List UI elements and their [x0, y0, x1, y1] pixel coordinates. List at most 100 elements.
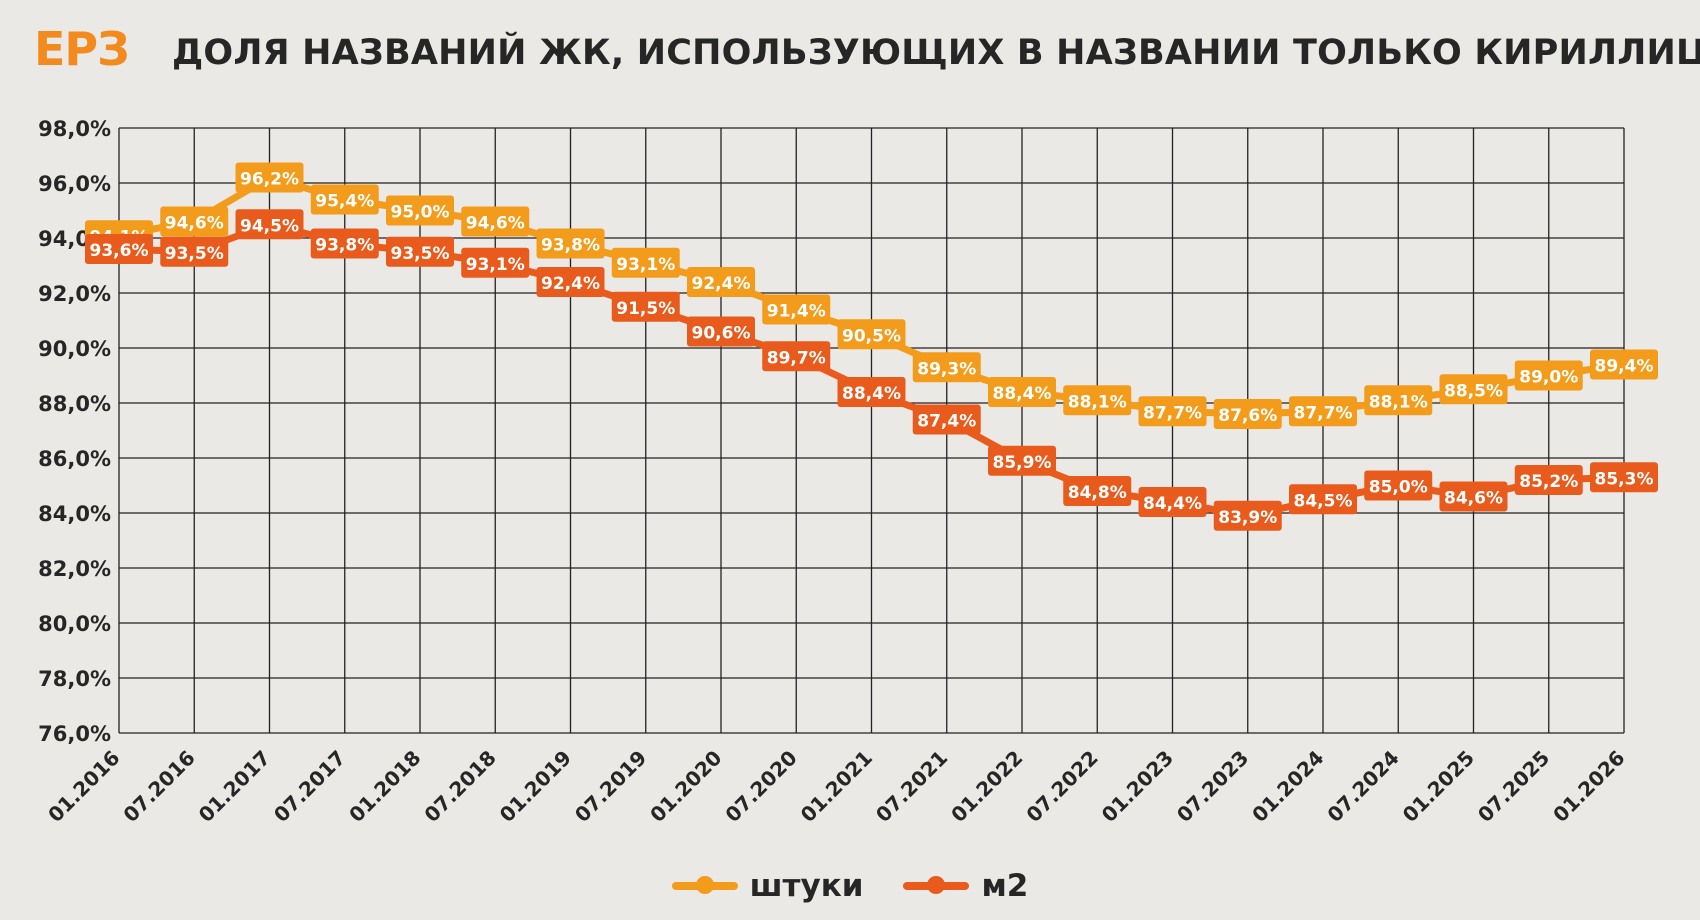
y-tick-label: 88,0% — [38, 392, 111, 416]
data-label: 85,9% — [993, 453, 1052, 473]
data-label: 93,6% — [90, 241, 149, 261]
data-label: 88,1% — [1369, 392, 1428, 412]
data-label-box — [1138, 487, 1207, 517]
data-label-box — [160, 206, 229, 237]
y-axis-ticks: 76,0% 78,0% 80,0% 82,0% 84,0% 86,0% 88,0% 90,0%… — [38, 117, 111, 746]
data-label-box — [461, 206, 530, 237]
data-label: 89,7% — [767, 348, 826, 368]
data-label-box — [1439, 374, 1508, 405]
series-m2: 93,6% 93,5% 94,5% 93,8% 93,5% 93,1% 92,4% 91,5%… — [85, 209, 1658, 531]
data-label: 88,4% — [993, 384, 1052, 404]
y-tick-label: 86,0% — [38, 447, 111, 471]
legend-swatch-pcs — [671, 876, 738, 894]
data-label-box — [536, 267, 605, 297]
chart-title: ДОЛЯ НАЗВАНИЙ ЖК, ИСПОЛЬЗУЮЩИХ В НАЗВАНИ… — [172, 33, 1700, 73]
x-tick-label: 07.2025 — [1473, 746, 1554, 827]
x-tick-label: 07.2021 — [871, 746, 952, 827]
x-tick-label: 01.2023 — [1097, 746, 1178, 827]
y-tick-label: 82,0% — [38, 557, 111, 581]
data-label-box — [1364, 470, 1433, 501]
legend-item-m2[interactable]: м2 — [903, 868, 1028, 904]
data-label-box — [1590, 349, 1658, 380]
data-label-box — [1514, 465, 1583, 495]
y-tick-label: 90,0% — [38, 337, 111, 361]
data-label: 95,4% — [315, 192, 374, 212]
data-label-box — [85, 234, 153, 264]
data-label: 88,4% — [842, 384, 901, 404]
data-label-box — [611, 291, 680, 322]
line-chart: 76,0% 78,0% 80,0% 82,0% 84,0% 86,0% 88,0% 90,0%… — [38, 117, 1658, 827]
data-label-box — [1063, 385, 1132, 416]
data-label-box — [837, 319, 906, 350]
data-label-box — [386, 236, 454, 267]
x-tick-label: 01.2019 — [495, 746, 576, 827]
data-label: 85,3% — [1595, 469, 1654, 489]
x-tick-label: 01.2018 — [344, 746, 425, 827]
data-label-box — [461, 247, 530, 278]
data-label-box — [1514, 360, 1583, 391]
chart-legend: штуки м2 — [0, 868, 1700, 904]
data-label: 93,1% — [466, 255, 525, 275]
x-tick-label: 07.2023 — [1172, 746, 1253, 827]
data-label: 94,6% — [466, 214, 525, 234]
data-label-box — [762, 294, 831, 325]
data-label: 84,5% — [1294, 491, 1353, 511]
y-tick-label: 92,0% — [38, 282, 111, 306]
x-tick-label: 07.2022 — [1021, 746, 1102, 827]
data-label: 85,0% — [1369, 478, 1428, 498]
data-label-box — [235, 162, 304, 193]
data-label-box — [310, 184, 379, 215]
data-label: 92,4% — [541, 274, 600, 294]
data-label: 93,5% — [165, 244, 224, 264]
x-tick-label: 01.2022 — [946, 746, 1027, 827]
data-label: 84,8% — [1068, 483, 1127, 503]
data-label: 93,1% — [616, 255, 675, 275]
legend-label-m2: м2 — [981, 868, 1029, 904]
data-label-box — [687, 267, 755, 297]
series-pcs: 94,1%94,6%96,2%95,4%95,0%94,6%93,8%93,1%… — [85, 162, 1658, 429]
data-label: 90,6% — [692, 324, 751, 344]
data-label: 87,6% — [1218, 406, 1277, 426]
data-label-box — [1590, 462, 1658, 493]
data-label: 88,5% — [1444, 381, 1503, 401]
data-label-box — [988, 445, 1056, 476]
data-label: 89,3% — [917, 359, 976, 379]
y-tick-label: 78,0% — [38, 667, 111, 691]
x-tick-label: 07.2018 — [419, 746, 500, 827]
data-label: 83,9% — [1218, 508, 1277, 528]
x-tick-label: 01.2017 — [194, 746, 275, 827]
data-label: 94,6% — [165, 214, 224, 234]
data-label: 96,2% — [240, 170, 299, 190]
legend-item-pcs[interactable]: штуки — [671, 868, 864, 904]
data-label-box — [762, 341, 831, 372]
chart-grid — [118, 127, 1625, 734]
data-label-box — [235, 209, 304, 240]
erz-logo: ЕРЗ — [34, 22, 130, 76]
data-label: 90,5% — [842, 326, 901, 346]
x-tick-label: 07.2017 — [269, 746, 350, 827]
y-tick-label: 76,0% — [38, 722, 111, 746]
x-tick-label: 01.2021 — [796, 746, 877, 827]
legend-swatch-m2 — [903, 876, 970, 894]
data-label-box — [310, 228, 379, 259]
data-label: 89,4% — [1595, 357, 1654, 377]
data-label: 89,0% — [1519, 368, 1578, 388]
data-label: 88,1% — [1068, 392, 1127, 412]
data-label: 94,5% — [240, 216, 299, 236]
data-label-box — [1063, 476, 1132, 506]
y-tick-label: 84,0% — [38, 502, 111, 526]
data-label-box — [386, 195, 454, 226]
data-label-box — [912, 404, 981, 435]
data-label-box — [1289, 484, 1357, 515]
data-label-box — [1213, 399, 1282, 429]
data-label-box — [687, 316, 755, 347]
data-label: 84,4% — [1143, 494, 1202, 514]
y-tick-label: 80,0% — [38, 612, 111, 636]
data-label: 87,7% — [1294, 403, 1353, 423]
data-label: 87,4% — [917, 412, 976, 432]
x-tick-label: 07.2020 — [720, 746, 801, 827]
data-label: 93,8% — [541, 236, 600, 256]
data-label-box — [536, 228, 605, 259]
legend-label-pcs: штуки — [749, 868, 864, 904]
y-tick-label: 96,0% — [38, 172, 111, 196]
